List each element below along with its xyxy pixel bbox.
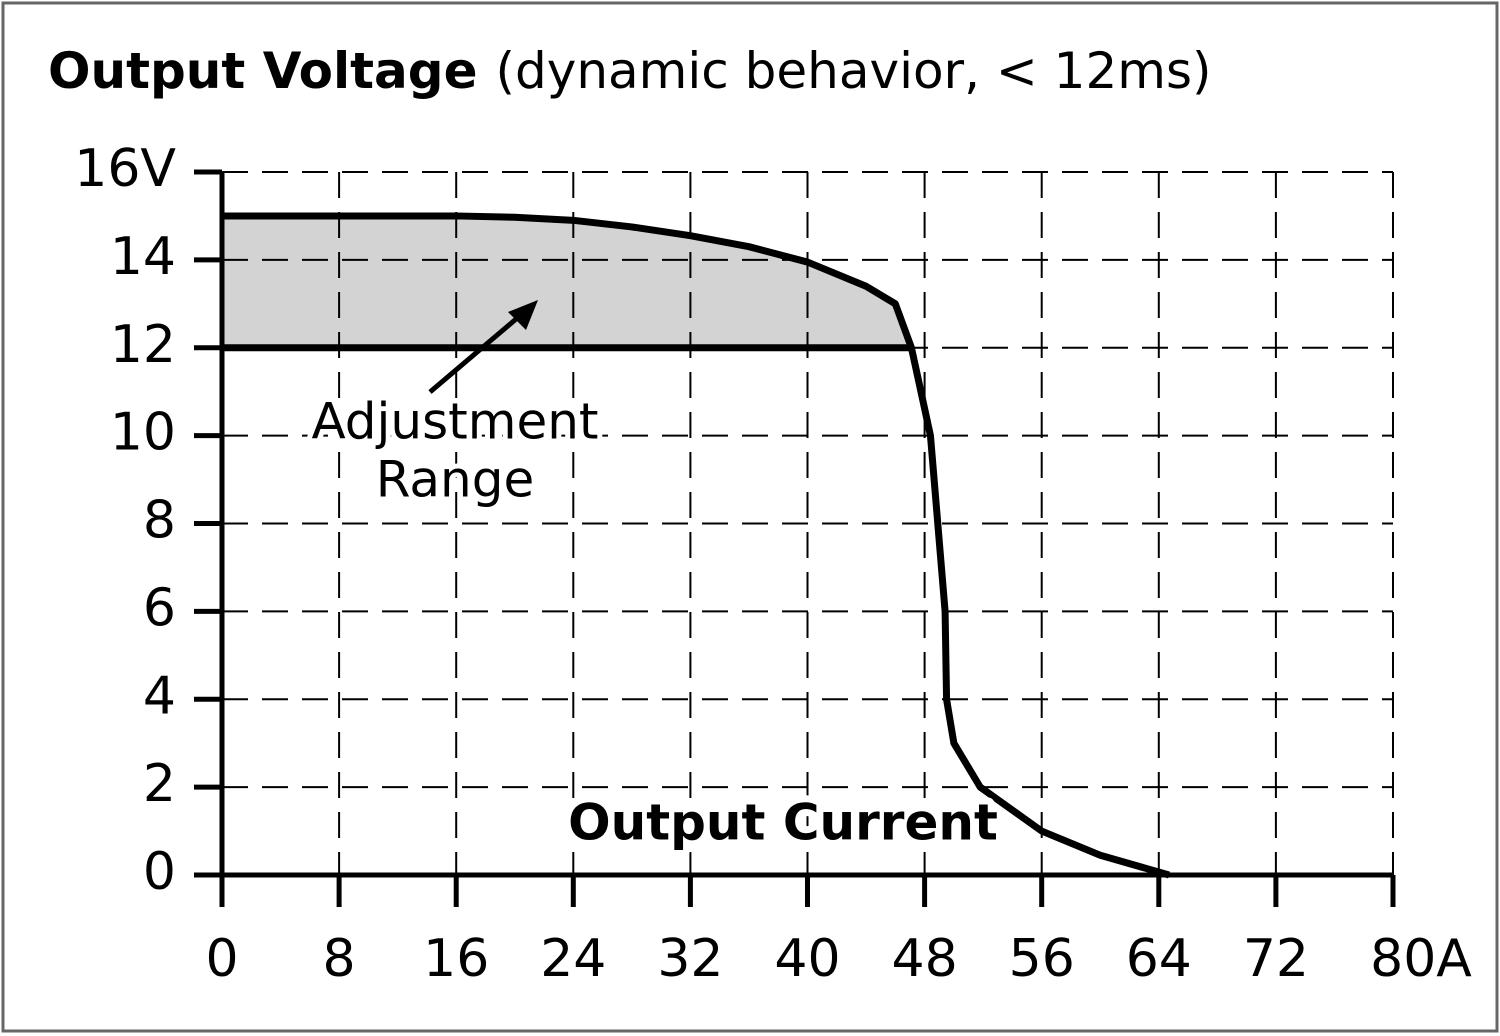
- y-tick-label: 16V: [74, 139, 176, 199]
- y-tick-label: 6: [143, 578, 176, 638]
- y-tick-label: 0: [143, 842, 176, 902]
- y-tick-label: 8: [143, 491, 176, 551]
- x-tick-label: 32: [657, 929, 723, 989]
- y-tick-label: 14: [110, 227, 176, 287]
- arrow-head: [508, 300, 538, 330]
- x-tick-label: 0: [205, 929, 238, 989]
- x-tick-label: 56: [1009, 929, 1075, 989]
- x-tick-label: 48: [892, 929, 958, 989]
- x-tick-label: 8: [323, 929, 356, 989]
- adjustment-range-fill: [222, 215, 912, 348]
- y-tick-label: 10: [110, 403, 176, 463]
- x-tick-label: 64: [1126, 929, 1192, 989]
- x-tick-label: 40: [774, 929, 840, 989]
- y-tick-label: 4: [143, 666, 176, 726]
- x-axis-label: Output Current: [568, 794, 998, 852]
- y-tick-label: 2: [143, 754, 176, 814]
- x-tick-label: 16: [423, 929, 489, 989]
- x-tick-label: 80A: [1370, 929, 1472, 989]
- annotation-arrow: [428, 312, 524, 394]
- annotation-text: Range: [376, 451, 534, 509]
- annotation-text: Adjustment: [311, 393, 598, 451]
- y-tick-label: 12: [110, 315, 176, 375]
- x-tick-label: 24: [540, 929, 606, 989]
- chart-title: Output Voltage (dynamic behavior, < 12ms): [48, 42, 1212, 100]
- line: [222, 212, 1171, 879]
- subtitle: (dynamic behavior, < 12ms): [496, 42, 1212, 100]
- x-tick-label: 72: [1243, 929, 1309, 989]
- title: Output Voltage: [48, 42, 478, 100]
